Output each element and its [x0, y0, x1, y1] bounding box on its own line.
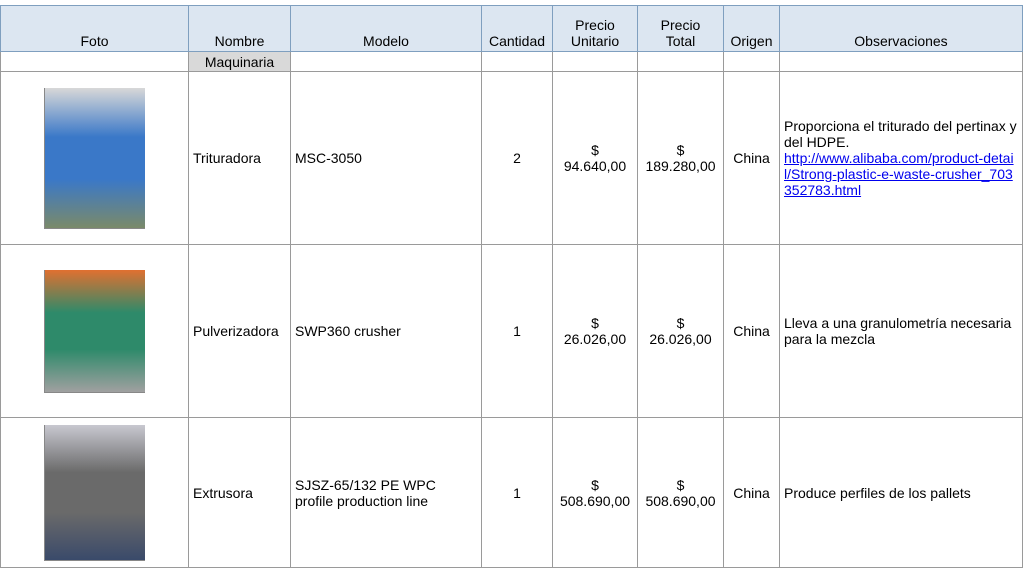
empty-cell	[290, 51, 482, 72]
item-row: Trituradora MSC-3050 2 $ 94.640,00 $ 189.280…	[0, 71, 1023, 245]
observations: Lleva a una granulometría necesaria para…	[779, 244, 1023, 418]
table-body: Maquinaria Trituradora MSC-3050 2 $ 94.640,0…	[0, 51, 1023, 568]
column-header: Modelo	[290, 5, 482, 52]
photo-cell	[0, 417, 189, 568]
item-quantity: 1	[481, 244, 553, 418]
observation-text: Produce perfiles de los pallets	[784, 484, 971, 501]
total-price: $ 26.026,00	[637, 244, 724, 418]
empty-cell	[637, 51, 724, 72]
observation-text: Proporciona el triturado del pertinax y …	[784, 118, 1017, 150]
photo-cell	[0, 244, 189, 418]
machine-photo	[44, 269, 145, 393]
observations: Proporciona el triturado del pertinax y …	[779, 71, 1023, 245]
item-model: SJSZ-65/132 PE WPC profile production li…	[290, 417, 482, 568]
machine-photo	[44, 424, 145, 561]
item-name: Trituradora	[188, 71, 291, 245]
unit-price: $ 94.640,00	[552, 71, 638, 245]
origin: China	[723, 417, 780, 568]
equipment-table: Foto Nombre Modelo Cantidad Precio Unitario P…	[0, 5, 1023, 568]
column-header: Precio Unitario	[552, 5, 638, 52]
item-model: MSC-3050	[290, 71, 482, 245]
empty-cell	[552, 51, 638, 72]
header-row: Foto Nombre Modelo Cantidad Precio Unitario P…	[0, 5, 1023, 52]
column-header: Precio Total	[637, 5, 724, 52]
machine-photo	[44, 87, 145, 229]
column-header: Observaciones	[779, 5, 1023, 52]
unit-price: $ 26.026,00	[552, 244, 638, 418]
item-row: Extrusora SJSZ-65/132 PE WPC profile prod…	[0, 417, 1023, 568]
product-link[interactable]: http://www.alibaba.com/product-detail/St…	[784, 150, 1014, 198]
section-row: Maquinaria	[0, 51, 1023, 72]
section-label: Maquinaria	[188, 51, 291, 72]
total-price: $ 189.280,00	[637, 71, 724, 245]
item-quantity: 2	[481, 71, 553, 245]
empty-cell	[481, 51, 553, 72]
column-header: Nombre	[188, 5, 291, 52]
empty-cell	[0, 51, 189, 72]
total-price: $ 508.690,00	[637, 417, 724, 568]
empty-cell	[779, 51, 1023, 72]
photo-cell	[0, 71, 189, 245]
item-name: Pulverizadora	[188, 244, 291, 418]
item-quantity: 1	[481, 417, 553, 568]
item-row: Pulverizadora SWP360 crusher 1 $ 26.026,00 $…	[0, 244, 1023, 418]
origin: China	[723, 244, 780, 418]
column-header: Cantidad	[481, 5, 553, 52]
origin: China	[723, 71, 780, 245]
observations: Produce perfiles de los pallets	[779, 417, 1023, 568]
item-name: Extrusora	[188, 417, 291, 568]
item-model: SWP360 crusher	[290, 244, 482, 418]
unit-price: $ 508.690,00	[552, 417, 638, 568]
column-header: Foto	[0, 5, 189, 52]
column-header: Origen	[723, 5, 780, 52]
observation-text: Lleva a una granulometría necesaria para…	[784, 315, 1012, 347]
empty-cell	[723, 51, 780, 72]
